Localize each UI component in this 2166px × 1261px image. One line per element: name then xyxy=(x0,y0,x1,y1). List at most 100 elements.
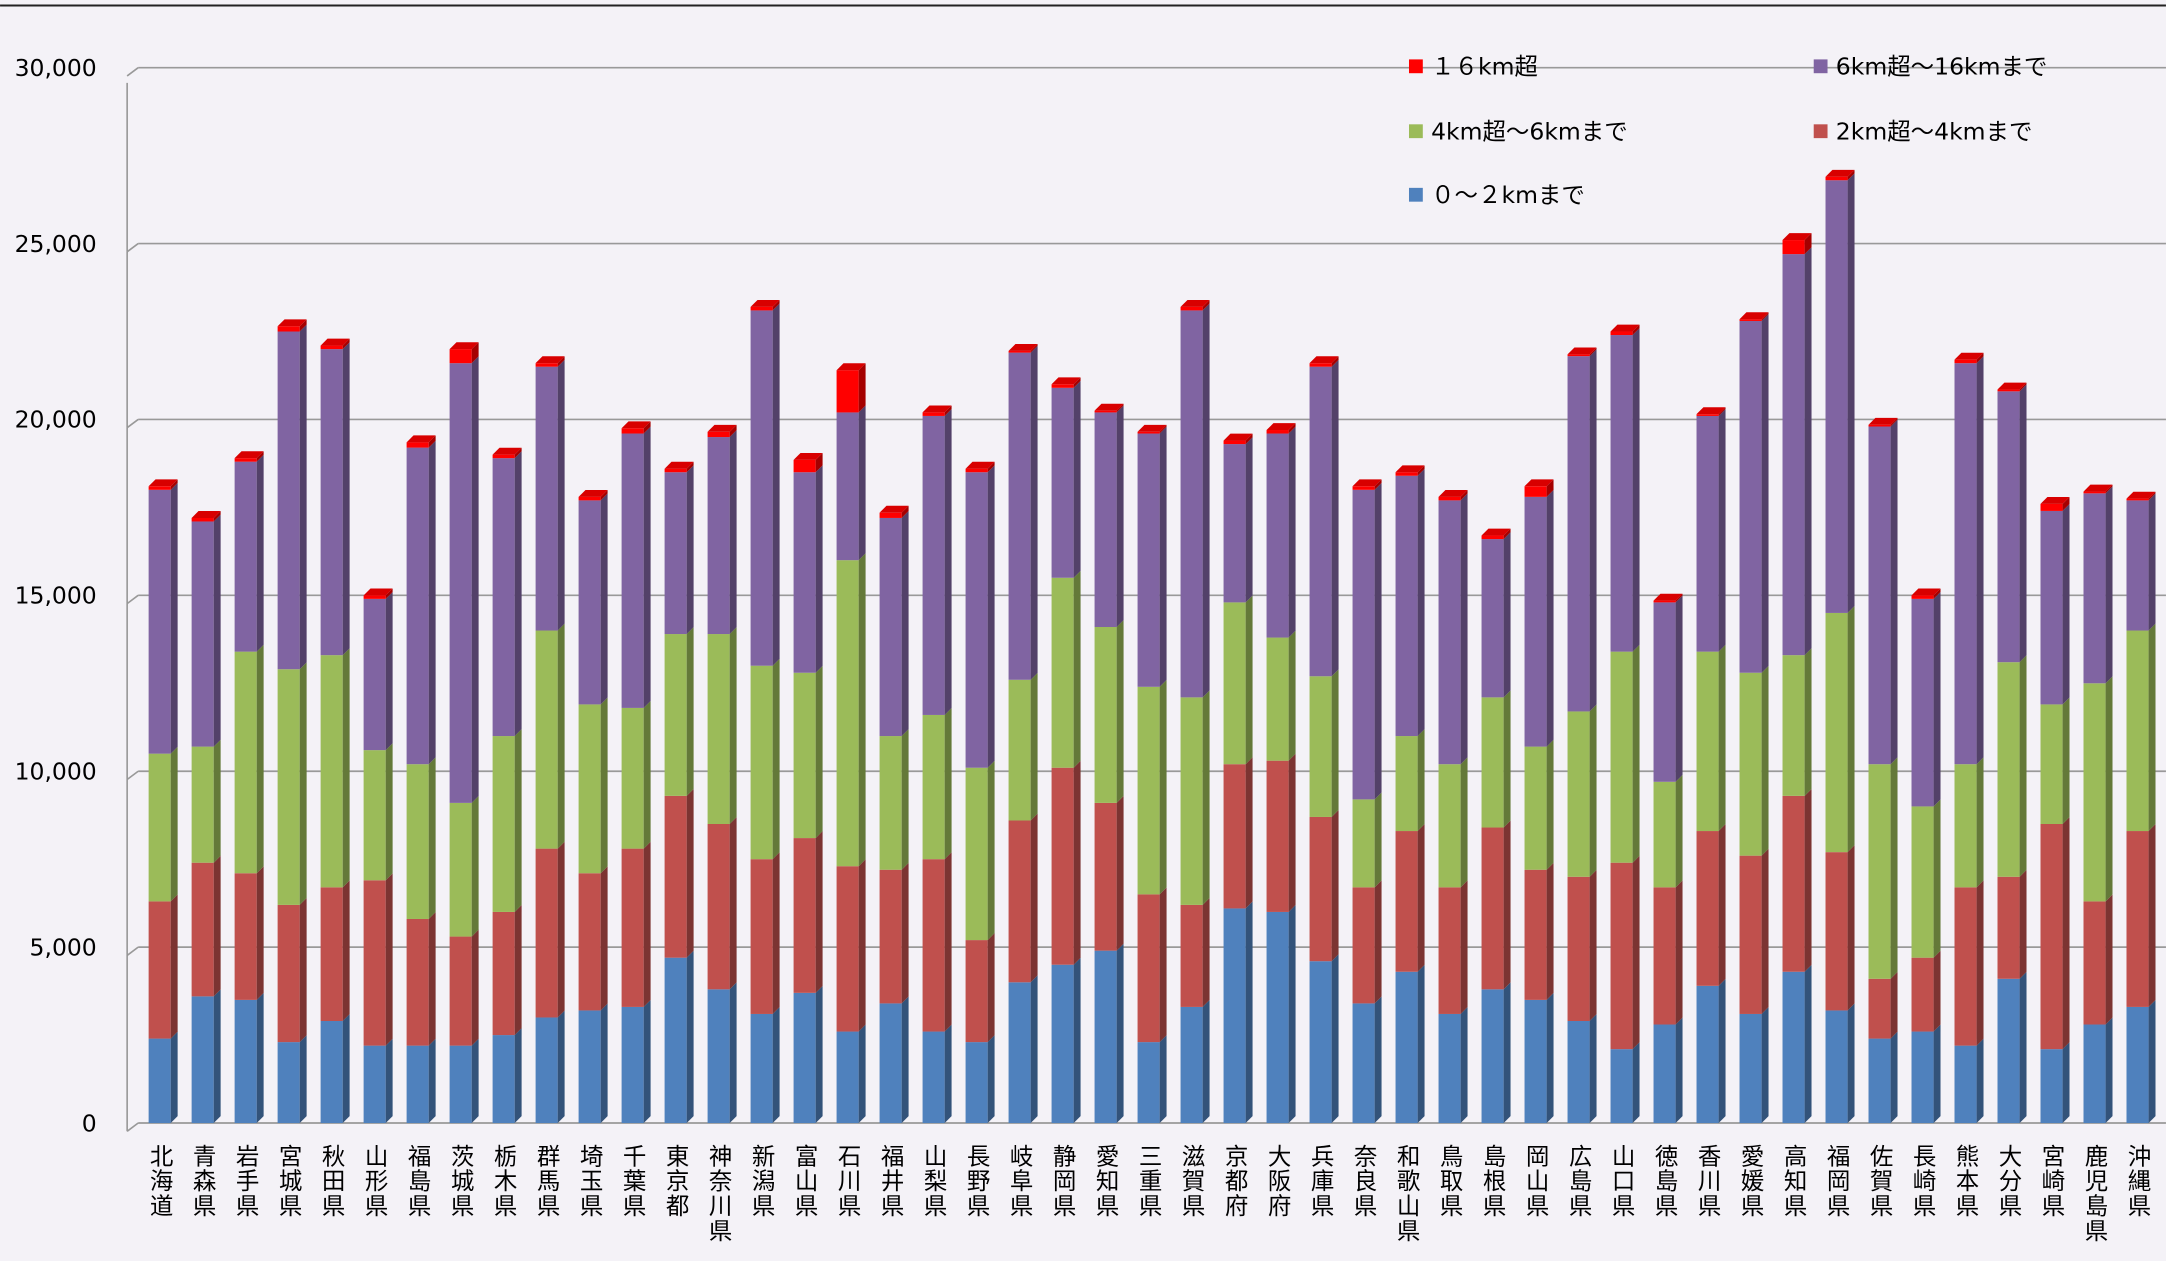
bar-segment xyxy=(1008,679,1031,821)
bar-segment xyxy=(148,486,171,490)
bar-side xyxy=(256,992,264,1124)
bar-segment xyxy=(535,363,558,367)
bar-segment xyxy=(1567,356,1590,712)
x-tick-label: 三重県 xyxy=(1135,1144,1163,1219)
bar-side xyxy=(1202,1000,1210,1124)
bar-side xyxy=(170,894,178,1039)
bar-side xyxy=(1460,880,1468,1014)
bar-side xyxy=(1933,1024,1941,1124)
bar-segment xyxy=(234,458,257,462)
bar-side xyxy=(471,1038,479,1124)
bar-side xyxy=(901,511,909,737)
bar-side xyxy=(1503,820,1511,990)
bar-side xyxy=(1847,1003,1855,1124)
bar-side xyxy=(1804,788,1812,972)
bar-segment xyxy=(1911,806,1934,958)
bar-side xyxy=(1718,978,1726,1124)
x-tick-label: 大分県 xyxy=(1995,1143,2023,1218)
bar-segment xyxy=(1481,989,1504,1124)
bar-side xyxy=(643,841,651,1007)
bar-segment xyxy=(1954,363,1977,765)
bar-segment xyxy=(535,1017,558,1124)
bar-segment xyxy=(2126,498,2149,501)
bar-segment xyxy=(965,1042,988,1124)
bar-side xyxy=(299,1035,307,1124)
bar-side xyxy=(686,950,694,1124)
grid-diag xyxy=(126,242,139,253)
bar-side xyxy=(385,588,393,599)
x-tick-label: 愛知県 xyxy=(1092,1143,1120,1218)
bar-side xyxy=(1718,407,1726,416)
bar-segment xyxy=(449,1045,472,1124)
bar-segment xyxy=(1868,424,1891,427)
bar-side xyxy=(557,1010,565,1124)
bar-side xyxy=(901,729,909,870)
bar-top xyxy=(320,338,350,346)
bar-segment xyxy=(1911,595,1934,599)
bar-side xyxy=(1847,173,1855,613)
bar-side xyxy=(1632,328,1640,652)
bar-side xyxy=(1546,489,1554,747)
bar-side xyxy=(1933,591,1941,807)
bar-side xyxy=(1245,437,1253,603)
bar-side xyxy=(1847,845,1855,1011)
bar-segment xyxy=(1352,489,1375,800)
bar-side xyxy=(858,363,866,413)
legend-label: 4km超～6kmまで xyxy=(1431,118,1628,146)
y-tick-label: 20,000 xyxy=(15,406,97,434)
bar-segment xyxy=(1266,433,1289,638)
bar-segment xyxy=(1696,985,1719,1124)
bar-side xyxy=(385,1038,393,1124)
bar-side xyxy=(1847,169,1855,181)
bar-top xyxy=(1008,343,1038,351)
bar-segment xyxy=(1782,655,1805,796)
bar-segment xyxy=(1051,964,1074,1124)
y-tick-label: 0 xyxy=(82,1109,97,1137)
bar-side xyxy=(1417,729,1425,832)
bar-side xyxy=(342,1014,350,1124)
bar-segment xyxy=(750,1013,773,1124)
y-tick-label: 25,000 xyxy=(15,230,97,258)
bar-segment xyxy=(1653,887,1676,1025)
bar-segment xyxy=(2040,503,2063,511)
bar-side xyxy=(772,852,780,1014)
bar-segment xyxy=(1739,672,1762,856)
bar-segment xyxy=(922,859,945,1032)
bar-side xyxy=(2105,894,2113,1025)
bar-segment xyxy=(363,880,386,1046)
bar-top xyxy=(1954,352,1984,360)
bar-side xyxy=(815,985,823,1124)
bar-side xyxy=(1503,532,1511,698)
bar-segment xyxy=(1739,320,1762,673)
bar-segment xyxy=(1524,869,1547,1000)
bar-top xyxy=(1739,312,1769,320)
bar-top xyxy=(1524,479,1554,487)
bar-segment xyxy=(1997,978,2020,1124)
bar-side xyxy=(1159,1035,1167,1124)
bar-segment xyxy=(1524,496,1547,747)
x-tick-label: 石川県 xyxy=(834,1144,862,1219)
bar-side xyxy=(256,451,264,462)
bar-side xyxy=(256,644,264,874)
bar-segment xyxy=(449,363,472,803)
bar-segment xyxy=(578,873,601,1011)
bar-side xyxy=(1976,356,1984,765)
bar-segment xyxy=(1395,736,1418,832)
bar-segment xyxy=(1997,391,2020,663)
bar-segment xyxy=(1180,306,1203,311)
bar-segment xyxy=(2083,683,2106,902)
bar-segment xyxy=(1352,887,1375,1004)
bar-segment xyxy=(2126,831,2149,1007)
bar-segment xyxy=(1954,887,1977,1046)
bar-top xyxy=(1309,356,1339,364)
bar-segment xyxy=(1782,971,1805,1124)
bar-segment xyxy=(1610,335,1633,652)
bar-segment xyxy=(277,1042,300,1124)
bar-side xyxy=(2105,1017,2113,1124)
bar-top xyxy=(1395,465,1425,473)
bar-segment xyxy=(320,1020,343,1124)
bar-segment xyxy=(535,366,558,631)
bar-segment xyxy=(793,838,816,993)
bar-side xyxy=(686,627,694,796)
bar-segment xyxy=(320,349,343,656)
